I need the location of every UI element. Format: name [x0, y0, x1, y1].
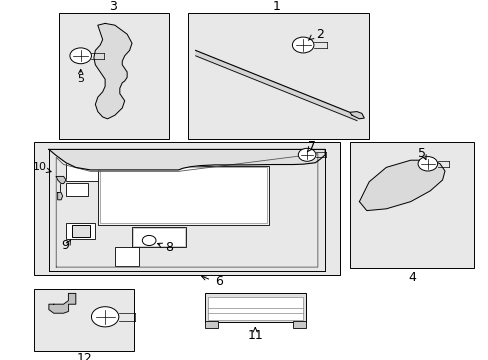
Bar: [98, 166, 268, 225]
Text: 5: 5: [417, 147, 425, 159]
Text: 10: 10: [33, 162, 47, 172]
Text: 3: 3: [109, 0, 117, 13]
Bar: [188, 13, 368, 139]
Text: 5: 5: [77, 74, 84, 84]
Bar: [72, 225, 90, 237]
Text: 11: 11: [247, 329, 263, 342]
Circle shape: [70, 48, 91, 64]
Polygon shape: [49, 149, 325, 170]
Circle shape: [292, 37, 313, 53]
Text: 1: 1: [272, 0, 280, 13]
Circle shape: [417, 157, 437, 171]
Polygon shape: [58, 193, 62, 200]
Polygon shape: [56, 176, 66, 184]
Bar: [207, 297, 303, 320]
Text: 4: 4: [407, 271, 415, 284]
Bar: [34, 289, 134, 351]
Bar: [205, 321, 217, 328]
Polygon shape: [94, 23, 132, 119]
Bar: [115, 247, 139, 266]
Bar: [132, 227, 185, 247]
Circle shape: [142, 235, 156, 246]
Bar: [133, 228, 184, 246]
Circle shape: [91, 307, 119, 327]
Text: 8: 8: [164, 241, 172, 254]
Bar: [34, 142, 339, 275]
Bar: [59, 13, 168, 139]
Text: 6: 6: [214, 275, 222, 288]
Text: 2: 2: [316, 28, 324, 41]
Polygon shape: [49, 293, 76, 313]
Bar: [66, 223, 95, 239]
Polygon shape: [359, 160, 444, 211]
Bar: [205, 293, 305, 322]
Bar: [293, 321, 305, 328]
Bar: [100, 167, 266, 223]
Circle shape: [298, 148, 315, 161]
Bar: [66, 183, 88, 196]
Text: 12: 12: [76, 352, 92, 360]
Polygon shape: [349, 112, 364, 119]
Bar: [349, 142, 473, 268]
Text: 9: 9: [61, 239, 69, 252]
Bar: [66, 157, 105, 181]
Text: 7: 7: [307, 140, 315, 153]
